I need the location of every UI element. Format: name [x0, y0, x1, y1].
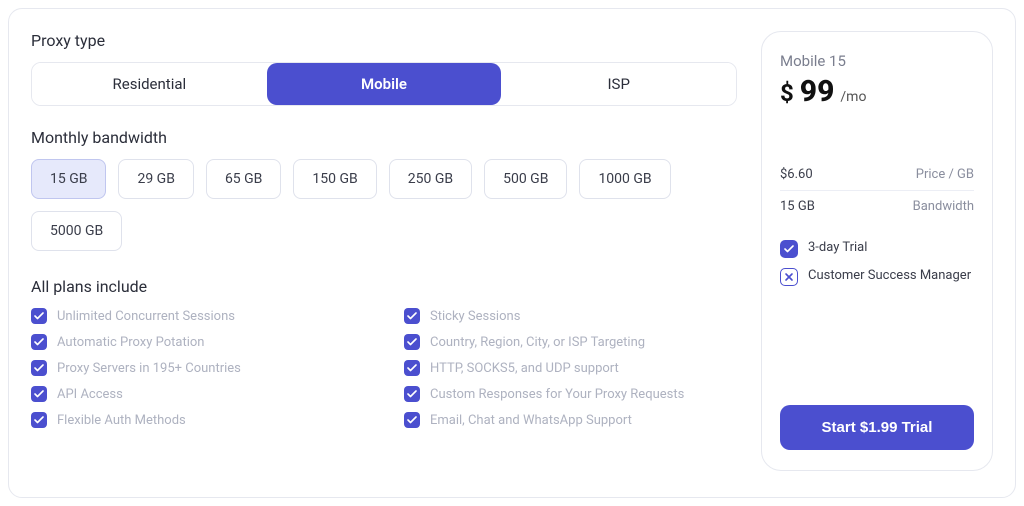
check-icon	[404, 386, 420, 402]
x-icon	[780, 268, 798, 286]
feature-label: Automatic Proxy Potation	[57, 335, 204, 350]
proxy-type-title: Proxy type	[31, 31, 737, 50]
feature-item: Proxy Servers in 195+ Countries	[31, 360, 364, 376]
check-icon	[31, 412, 47, 428]
bandwidth-chip-15gb[interactable]: 15 GB	[31, 159, 106, 199]
feature-item: Country, Region, City, or ISP Targeting	[404, 334, 737, 350]
feature-item: Custom Responses for Your Proxy Requests	[404, 386, 737, 402]
features-grid: Unlimited Concurrent Sessions Automatic …	[31, 308, 737, 438]
check-icon	[404, 360, 420, 376]
features-title: All plans include	[31, 277, 737, 296]
feature-item: Automatic Proxy Potation	[31, 334, 364, 350]
summary-includes: 3-day Trial Customer Success Manager	[780, 240, 974, 296]
bandwidth-options: 15 GB 29 GB 65 GB 150 GB 250 GB 500 GB 1…	[31, 159, 737, 251]
feature-label: Proxy Servers in 195+ Countries	[57, 361, 241, 376]
features-col-2: Sticky Sessions Country, Region, City, o…	[404, 308, 737, 438]
kv-value: $6.60	[780, 167, 813, 182]
feature-item: Flexible Auth Methods	[31, 412, 364, 428]
feature-item: Email, Chat and WhatsApp Support	[404, 412, 737, 428]
check-icon	[31, 334, 47, 350]
price-per: /mo	[840, 89, 866, 105]
feature-label: Sticky Sessions	[430, 309, 520, 324]
proxy-type-segmented: Residential Mobile ISP	[31, 62, 737, 106]
feature-label: Unlimited Concurrent Sessions	[57, 309, 235, 324]
feature-label: Country, Region, City, or ISP Targeting	[430, 335, 645, 350]
kv-value: 15 GB	[780, 199, 815, 214]
include-item-trial: 3-day Trial	[780, 240, 974, 258]
bandwidth-title: Monthly bandwidth	[31, 128, 737, 147]
bandwidth-chip-150gb[interactable]: 150 GB	[293, 159, 376, 199]
config-panel: Proxy type Residential Mobile ISP Monthl…	[31, 31, 737, 471]
check-icon	[780, 240, 798, 258]
bandwidth-chip-1000gb[interactable]: 1000 GB	[579, 159, 670, 199]
feature-label: Custom Responses for Your Proxy Requests	[430, 387, 684, 402]
price-amount: 99	[800, 74, 835, 109]
feature-label: API Access	[57, 387, 123, 402]
plan-name: Mobile 15	[780, 52, 974, 70]
proxy-type-option-mobile[interactable]: Mobile	[267, 63, 502, 105]
check-icon	[31, 386, 47, 402]
pricing-card: Proxy type Residential Mobile ISP Monthl…	[8, 8, 1016, 498]
check-icon	[31, 308, 47, 324]
check-icon	[404, 334, 420, 350]
feature-item: Unlimited Concurrent Sessions	[31, 308, 364, 324]
features-col-1: Unlimited Concurrent Sessions Automatic …	[31, 308, 364, 438]
price-line: $ 99/mo	[780, 74, 974, 109]
bandwidth-chip-250gb[interactable]: 250 GB	[389, 159, 472, 199]
bandwidth-chip-500gb[interactable]: 500 GB	[484, 159, 567, 199]
include-label: Customer Success Manager	[808, 268, 971, 283]
include-item-csm: Customer Success Manager	[780, 268, 974, 286]
start-trial-button[interactable]: Start $1.99 Trial	[780, 405, 974, 450]
bandwidth-chip-65gb[interactable]: 65 GB	[206, 159, 281, 199]
feature-item: Sticky Sessions	[404, 308, 737, 324]
feature-item: API Access	[31, 386, 364, 402]
include-label: 3-day Trial	[808, 240, 867, 255]
kv-label: Bandwidth	[913, 199, 974, 214]
check-icon	[404, 308, 420, 324]
price-currency: $	[780, 79, 794, 107]
kv-bandwidth: 15 GB Bandwidth	[780, 190, 974, 222]
feature-label: Flexible Auth Methods	[57, 413, 186, 428]
kv-label: Price / GB	[916, 167, 974, 182]
summary-panel: Mobile 15 $ 99/mo $6.60 Price / GB 15 GB…	[761, 31, 993, 471]
bandwidth-chip-5000gb[interactable]: 5000 GB	[31, 211, 122, 251]
bandwidth-chip-29gb[interactable]: 29 GB	[118, 159, 193, 199]
proxy-type-option-isp[interactable]: ISP	[501, 63, 736, 105]
kv-price-per-gb: $6.60 Price / GB	[780, 159, 974, 190]
feature-label: Email, Chat and WhatsApp Support	[430, 413, 632, 428]
proxy-type-option-residential[interactable]: Residential	[32, 63, 267, 105]
feature-item: HTTP, SOCKS5, and UDP support	[404, 360, 737, 376]
check-icon	[31, 360, 47, 376]
check-icon	[404, 412, 420, 428]
feature-label: HTTP, SOCKS5, and UDP support	[430, 361, 619, 376]
